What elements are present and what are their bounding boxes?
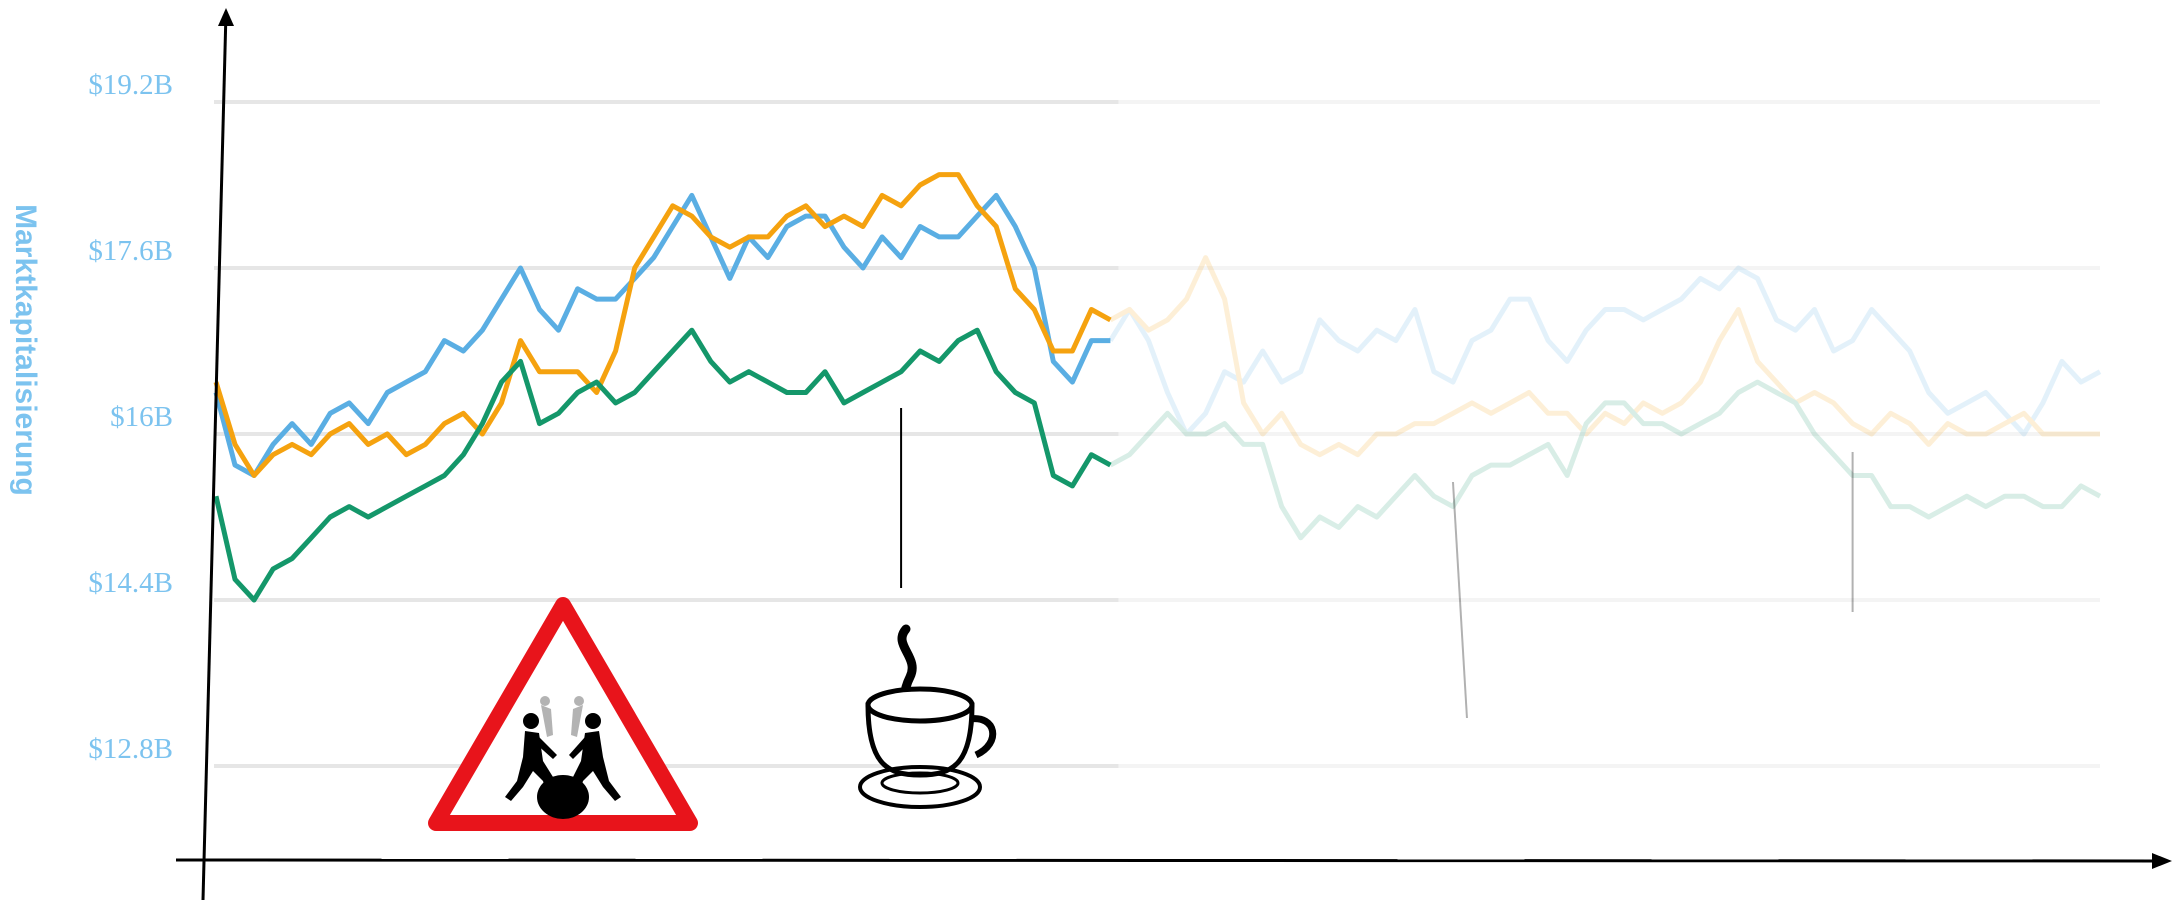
- y-tick-label: $16B: [110, 401, 173, 433]
- y-tick-label: $12.8B: [88, 733, 173, 765]
- series-group: [213, 172, 1112, 603]
- axes: [175, 8, 2172, 901]
- series-line-3: [213, 327, 1112, 603]
- series-line-1: [213, 192, 1111, 478]
- y-tick-label: $14.4B: [88, 567, 173, 599]
- x-axis-line: [175, 858, 2159, 863]
- y-tick-label: $19.2B: [88, 69, 173, 101]
- y-tick-label: $17.6B: [88, 235, 173, 267]
- series-line-2: [213, 172, 1112, 478]
- annotation-line: [1451, 481, 1468, 719]
- annotation-lines: [900, 408, 1854, 719]
- road-works-sign-icon: [428, 597, 698, 831]
- x-axis-arrow: [2152, 853, 2172, 869]
- series-line-faded-1: [1108, 265, 2102, 437]
- y-axis-line: [201, 11, 228, 901]
- series-line-faded-2: [1109, 255, 2100, 458]
- faded-series-group: [1108, 255, 2102, 541]
- coffee-cup-icon: [858, 624, 997, 809]
- y-tick-labels: $12.8B $14.4B $16B $17.6B $19.2B: [88, 69, 173, 765]
- y-axis-label: Marktkapitalisierung: [9, 204, 42, 496]
- y-axis-arrow: [218, 8, 234, 26]
- grid-lines: [214, 100, 2100, 768]
- series-line-faded-3: [1109, 379, 2102, 541]
